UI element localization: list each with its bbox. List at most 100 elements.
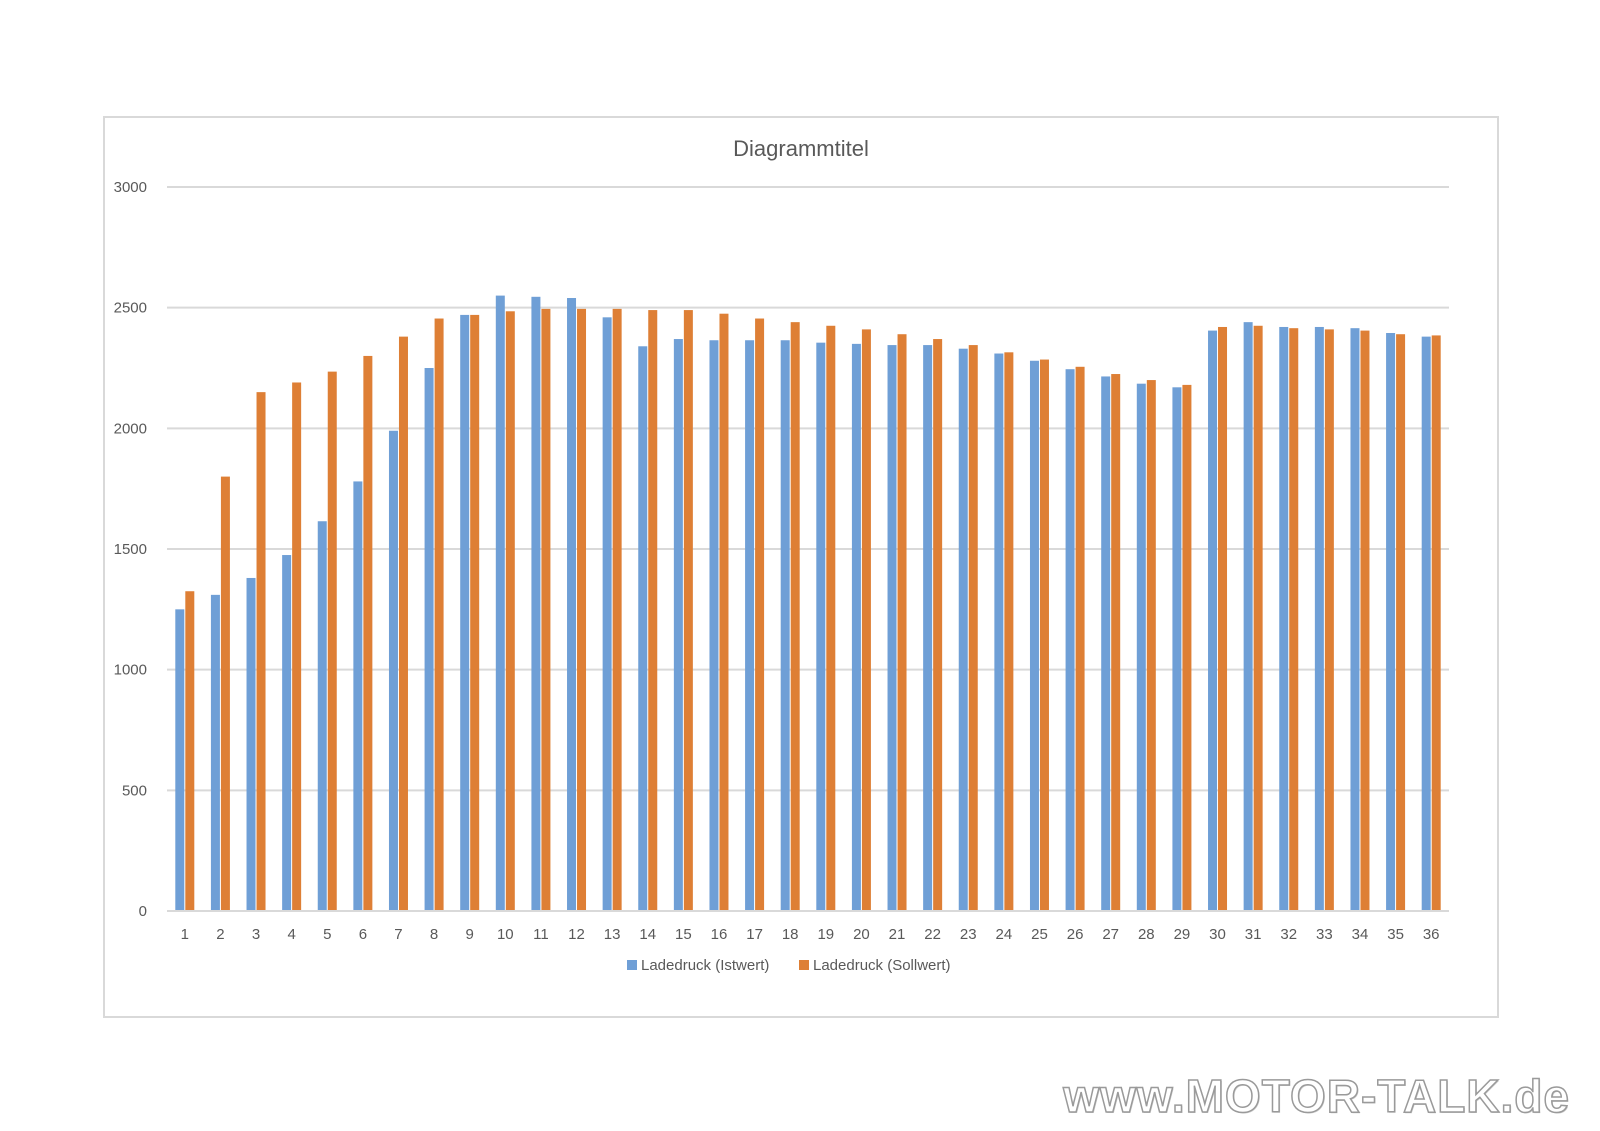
bar-sollwert-13 [612, 308, 622, 911]
bar-istwert-17 [745, 340, 755, 911]
bar-sollwert-5 [327, 371, 337, 911]
y-tick-label: 3000 [114, 179, 147, 196]
bar-istwert-8 [424, 368, 434, 911]
bar-istwert-30 [1208, 330, 1218, 911]
bar-sollwert-33 [1324, 329, 1334, 911]
x-tick-label: 4 [287, 926, 295, 943]
x-tick-label: 18 [782, 926, 799, 943]
bar-sollwert-11 [541, 308, 551, 911]
bar-istwert-20 [851, 343, 861, 911]
x-tick-label: 6 [359, 926, 367, 943]
bar-sollwert-14 [648, 310, 658, 911]
bar-istwert-14 [638, 346, 648, 911]
x-tick-label: 13 [604, 926, 621, 943]
bar-sollwert-17 [755, 318, 765, 911]
x-tick-label: 24 [996, 926, 1013, 943]
bar-istwert-29 [1172, 387, 1182, 912]
y-tick-label: 2500 [114, 300, 147, 317]
bar-istwert-7 [388, 430, 398, 911]
x-tick-label: 32 [1280, 926, 1297, 943]
x-tick-label: 36 [1423, 926, 1440, 943]
bar-istwert-26 [1065, 369, 1075, 911]
x-tick-label: 11 [533, 926, 549, 943]
bar-istwert-13 [602, 317, 612, 911]
legend-label-sollwert: Ladedruck (Sollwert) [813, 957, 951, 974]
x-tick-label: 3 [252, 926, 260, 943]
bar-sollwert-35 [1396, 334, 1406, 911]
gridlines [167, 186, 1449, 792]
x-tick-label: 17 [746, 926, 763, 943]
bar-sollwert-15 [683, 310, 693, 911]
x-tick-label: 31 [1245, 926, 1262, 943]
bar-sollwert-28 [1146, 380, 1156, 912]
y-tick-label: 2000 [114, 420, 147, 437]
x-tick-label: 19 [817, 926, 834, 943]
bar-sollwert-25 [1039, 359, 1049, 911]
x-tick-label: 28 [1138, 926, 1155, 943]
bar-istwert-22 [923, 345, 933, 911]
bar-sollwert-36 [1431, 335, 1441, 911]
x-tick-label: 10 [497, 926, 514, 943]
bar-istwert-11 [531, 296, 541, 912]
bar-istwert-16 [709, 340, 719, 911]
x-tick-label: 14 [639, 926, 656, 943]
x-tick-label: 21 [889, 926, 906, 943]
x-tick-label: 22 [924, 926, 941, 943]
bar-istwert-1 [175, 609, 185, 911]
bar-istwert-12 [567, 298, 577, 912]
y-axis-tick-labels: 0 500 1000 1500 2000 2500 3000 [114, 179, 147, 920]
bar-istwert-10 [495, 295, 505, 912]
bar-istwert-24 [994, 353, 1004, 911]
x-tick-label: 5 [323, 926, 331, 943]
legend-label-istwert: Ladedruck (Istwert) [641, 957, 769, 974]
chart-title: Diagrammtitel [733, 136, 869, 161]
bar-sollwert-21 [897, 334, 907, 911]
legend-swatch-sollwert [799, 960, 809, 970]
bar-istwert-2 [210, 594, 220, 911]
bar-istwert-21 [887, 345, 897, 911]
x-tick-label: 16 [711, 926, 728, 943]
bar-sollwert-22 [933, 339, 943, 911]
y-tick-label: 1000 [114, 662, 147, 679]
bar-istwert-5 [317, 521, 327, 911]
bar-sollwert-10 [505, 311, 515, 911]
chart-frame: Diagrammtitel 0 500 1000 1500 2000 2500 3000 1… [103, 116, 1499, 1018]
x-tick-label: 27 [1102, 926, 1119, 943]
bar-sollwert-31 [1253, 325, 1263, 911]
bar-sollwert-8 [434, 318, 444, 911]
x-tick-label: 7 [394, 926, 402, 943]
legend-swatch-istwert [627, 960, 637, 970]
bar-sollwert-6 [363, 355, 373, 911]
bar-istwert-15 [673, 339, 683, 911]
x-tick-label: 29 [1174, 926, 1191, 943]
x-tick-label: 34 [1352, 926, 1369, 943]
x-axis-tick-labels: 1 2 3 4 5 6 7 8 9 10 11 12 13 14 15 16 17 18 19 20 21 22 23 24 2… [181, 926, 1440, 943]
bar-istwert-19 [816, 342, 826, 911]
bar-sollwert-30 [1218, 326, 1228, 911]
bar-istwert-3 [246, 577, 256, 911]
y-tick-label: 0 [139, 903, 147, 920]
x-tick-label: 35 [1387, 926, 1404, 943]
bar-sollwert-26 [1075, 366, 1085, 911]
x-tick-label: 15 [675, 926, 692, 943]
bars [175, 295, 1441, 912]
bar-sollwert-16 [719, 313, 729, 911]
bar-chart: Diagrammtitel 0 500 1000 1500 2000 2500 3000 1… [114, 136, 1449, 974]
x-tick-label: 25 [1031, 926, 1048, 943]
x-tick-label: 2 [216, 926, 224, 943]
y-tick-label: 1500 [114, 541, 147, 558]
bar-sollwert-27 [1111, 374, 1121, 911]
x-tick-label: 1 [181, 926, 189, 943]
bar-sollwert-29 [1182, 384, 1192, 912]
legend: Ladedruck (Istwert) Ladedruck (Sollwert) [627, 957, 951, 974]
bar-istwert-4 [282, 555, 292, 911]
bar-sollwert-7 [398, 336, 408, 911]
bar-istwert-32 [1279, 326, 1289, 911]
bar-sollwert-3 [256, 392, 266, 912]
bar-istwert-36 [1421, 336, 1431, 911]
bar-istwert-6 [353, 481, 363, 911]
bar-istwert-33 [1314, 326, 1324, 911]
bar-sollwert-1 [185, 591, 195, 911]
bar-sollwert-18 [790, 322, 800, 911]
x-tick-label: 9 [466, 926, 474, 943]
